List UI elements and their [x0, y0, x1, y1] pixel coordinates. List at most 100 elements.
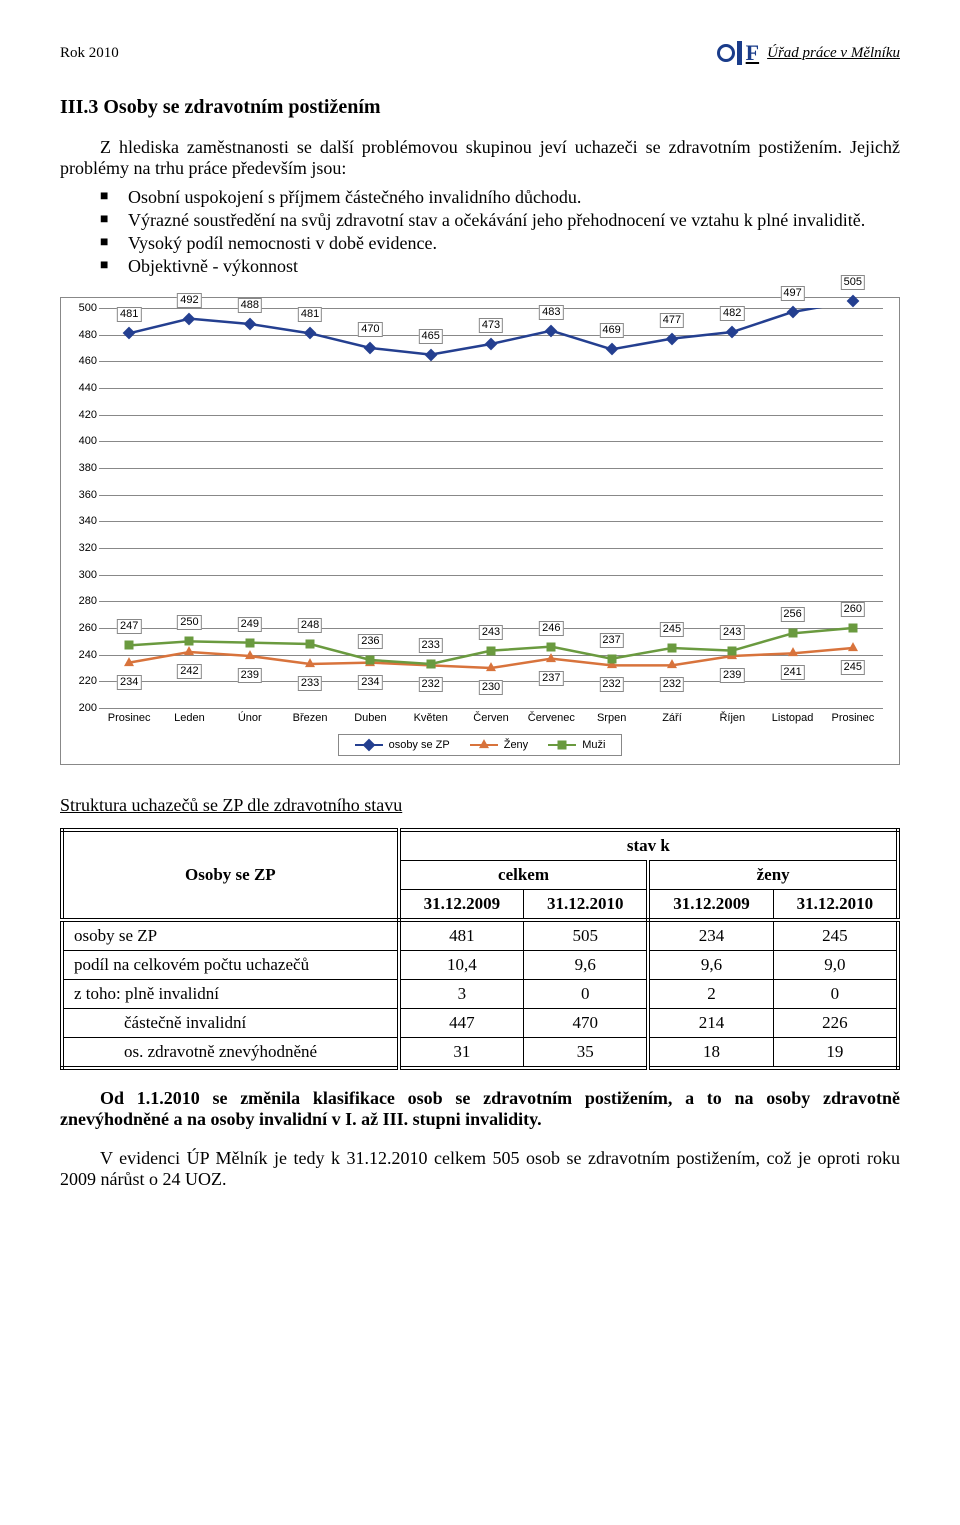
- chart-plot: 2002202402602803003203403603804004204404…: [99, 308, 883, 708]
- table-cell: osoby se ZP: [62, 920, 399, 951]
- chart-marker: [546, 653, 556, 662]
- legend-item: Muži: [548, 739, 605, 751]
- chart-data-label: 236: [358, 634, 382, 649]
- chart-data-label: 249: [238, 617, 262, 632]
- x-tick: Červen: [461, 712, 521, 724]
- table-cell: 2: [648, 980, 773, 1009]
- intro-paragraph: Z hlediska zaměstnanosti se další problé…: [60, 137, 900, 179]
- chart-marker: [184, 646, 194, 655]
- chart-data-label: 246: [539, 621, 563, 636]
- chart-data-label: 247: [117, 619, 141, 634]
- y-tick: 200: [69, 702, 97, 714]
- chart-data-label: 245: [841, 660, 865, 675]
- chart-data-label: 237: [599, 633, 623, 648]
- chart-data-label: 482: [720, 306, 744, 321]
- table-cell: 19: [773, 1038, 898, 1069]
- table-header: Osoby se ZP: [62, 830, 399, 920]
- chart-data-label: 239: [720, 668, 744, 683]
- y-tick: 280: [69, 595, 97, 607]
- chart-marker: [185, 637, 194, 646]
- section-title: III.3 Osoby se zdravotním postižením: [60, 96, 900, 119]
- chart-legend: osoby se ZP Ženy Muži: [338, 734, 623, 756]
- chart-data-label: 232: [599, 677, 623, 692]
- table-cell: 31: [399, 1038, 524, 1069]
- table-cell: částečně invalidní: [62, 1009, 399, 1038]
- chart-marker: [788, 629, 797, 638]
- chart-data-label: 230: [479, 680, 503, 695]
- chart-data-label: 465: [419, 329, 443, 344]
- table-cell: 35: [524, 1038, 649, 1069]
- table-cell: 214: [648, 1009, 773, 1038]
- table-cell: 481: [399, 920, 524, 951]
- y-tick: 440: [69, 382, 97, 394]
- chart-marker: [547, 642, 556, 651]
- office-logo-icon: F: [717, 40, 759, 66]
- x-tick: Duben: [340, 712, 400, 724]
- chart-marker: [125, 641, 134, 650]
- chart-data-label: 469: [599, 323, 623, 338]
- chart-marker: [245, 650, 255, 659]
- y-tick: 460: [69, 355, 97, 367]
- list-item: Osobní uspokojení s příjmem částečného i…: [100, 187, 900, 208]
- y-tick: 260: [69, 622, 97, 634]
- header-office: F Úřad práce v Mělníku: [717, 40, 900, 66]
- bullet-list: Osobní uspokojení s příjmem částečného i…: [60, 187, 900, 277]
- chart-data-label: 481: [117, 307, 141, 322]
- chart-data-label: 232: [660, 677, 684, 692]
- table-row: osoby se ZP481505234245: [62, 920, 898, 951]
- table-cell: 0: [773, 980, 898, 1009]
- chart-data-label: 492: [177, 293, 201, 308]
- footer-paragraph: Od 1.1.2010 se změnila klasifikace osob …: [60, 1088, 900, 1130]
- list-item: Objektivně - výkonnost: [100, 256, 900, 277]
- chart-marker: [245, 638, 254, 647]
- chart-marker: [667, 659, 677, 668]
- table-header: 31.12.2009: [648, 890, 773, 921]
- chart-data-label: 505: [841, 275, 865, 290]
- table-row: částečně invalidní447470214226: [62, 1009, 898, 1038]
- chart-data-label: 233: [419, 638, 443, 653]
- table-cell: 3: [399, 980, 524, 1009]
- chart-marker: [306, 640, 315, 649]
- table-cell: 234: [648, 920, 773, 951]
- page-header: Rok 2010 F Úřad práce v Mělníku: [60, 40, 900, 66]
- chart-data-label: 483: [539, 305, 563, 320]
- table-heading: Struktura uchazečů se ZP dle zdravotního…: [60, 795, 900, 816]
- x-tick: Červenec: [521, 712, 581, 724]
- legend-item: Ženy: [470, 739, 528, 751]
- chart-data-label: 245: [660, 622, 684, 637]
- chart-data-label: 234: [358, 675, 382, 690]
- table-cell: 447: [399, 1009, 524, 1038]
- table-header: 31.12.2010: [524, 890, 649, 921]
- chart-marker: [366, 656, 375, 665]
- x-tick: Srpen: [582, 712, 642, 724]
- chart-marker: [486, 662, 496, 671]
- table-header: stav k: [399, 830, 898, 861]
- table-cell: 9,6: [648, 951, 773, 980]
- chart-data-label: 242: [177, 664, 201, 679]
- table-cell: 245: [773, 920, 898, 951]
- y-tick: 480: [69, 329, 97, 341]
- x-tick: Květen: [401, 712, 461, 724]
- chart-marker: [426, 660, 435, 669]
- chart-data-label: 473: [479, 318, 503, 333]
- y-tick: 380: [69, 462, 97, 474]
- x-tick: Prosinec: [823, 712, 883, 724]
- chart-marker: [667, 644, 676, 653]
- table-cell: 0: [524, 980, 649, 1009]
- table-row: z toho: plně invalidní3020: [62, 980, 898, 1009]
- y-tick: 500: [69, 302, 97, 314]
- y-tick: 420: [69, 409, 97, 421]
- chart-x-labels: ProsinecLedenÚnorBřezenDubenKvětenČerven…: [99, 712, 883, 724]
- table-row: podíl na celkovém počtu uchazečů10,49,69…: [62, 951, 898, 980]
- y-tick: 320: [69, 542, 97, 554]
- legend-item: osoby se ZP: [355, 739, 450, 751]
- list-item: Vysoký podíl nemocnosti v době evidence.: [100, 233, 900, 254]
- x-tick: Leden: [159, 712, 219, 724]
- header-year: Rok 2010: [60, 45, 119, 62]
- table-cell: 505: [524, 920, 649, 951]
- chart-marker: [487, 646, 496, 655]
- table-cell: 470: [524, 1009, 649, 1038]
- x-tick: Prosinec: [99, 712, 159, 724]
- chart-data-label: 256: [780, 607, 804, 622]
- table-header: 31.12.2010: [773, 890, 898, 921]
